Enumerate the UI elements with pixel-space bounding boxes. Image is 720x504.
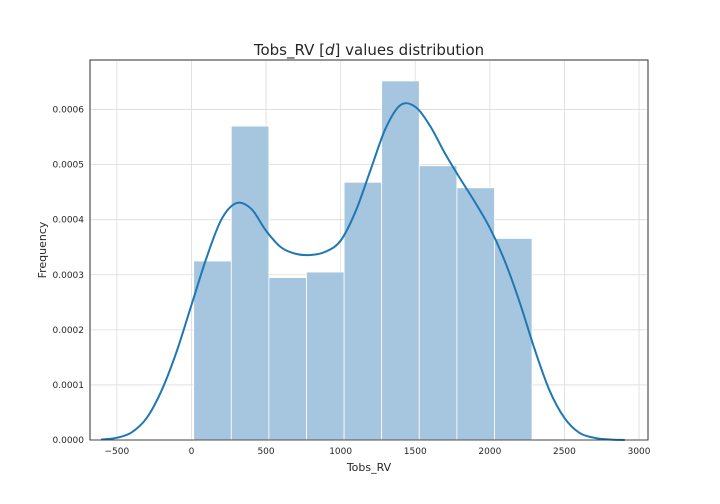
histogram-bar: [230, 125, 270, 441]
histogram-bar: [381, 80, 420, 441]
chart-title: Tobs_RV [d] values distribution: [253, 41, 484, 60]
y-axis-ticks: 0.0000 0.0001 0.0002 0.0003 0.0004 0.0005 0.00…: [53, 106, 85, 446]
histogram-bar: [193, 260, 232, 441]
x-tick-label: 2000: [478, 447, 501, 457]
x-axis-label: Tobs_RV: [346, 461, 392, 474]
x-tick-label: 1500: [404, 447, 427, 457]
x-tick-label: 2500: [553, 447, 576, 457]
plot-area: [89, 59, 649, 441]
y-tick-label: 0.0004: [53, 216, 85, 226]
kde-curve: [100, 102, 626, 441]
x-tick-label: 1000: [329, 447, 352, 457]
histogram-bars: [193, 80, 533, 441]
y-tick-label: 0.0003: [53, 271, 85, 281]
histogram-bar: [494, 238, 533, 441]
y-tick-label: 0.0006: [53, 106, 85, 116]
y-tick-label: 0.0005: [53, 161, 85, 171]
histogram-bar: [343, 181, 383, 441]
y-tick-label: 0.0002: [53, 326, 85, 336]
histogram-bar: [306, 271, 345, 441]
y-tick-label: 0.0000: [53, 436, 85, 446]
kde-curve-group: [100, 102, 626, 441]
x-tick-label: 3000: [628, 447, 651, 457]
histogram-bar: [268, 277, 307, 441]
histogram-bar: [456, 187, 495, 441]
plot-frame: [89, 59, 649, 441]
y-axis-label: Frequency: [36, 221, 49, 278]
x-tick-label: −500: [104, 447, 129, 457]
y-tick-label: 0.0001: [53, 381, 85, 391]
x-tick-label: 0: [189, 447, 195, 457]
histogram-bar: [418, 165, 458, 441]
x-tick-label: 500: [257, 447, 274, 457]
x-axis-ticks: −500 0 500 1000 1500 2000 2500 3000: [104, 447, 650, 457]
